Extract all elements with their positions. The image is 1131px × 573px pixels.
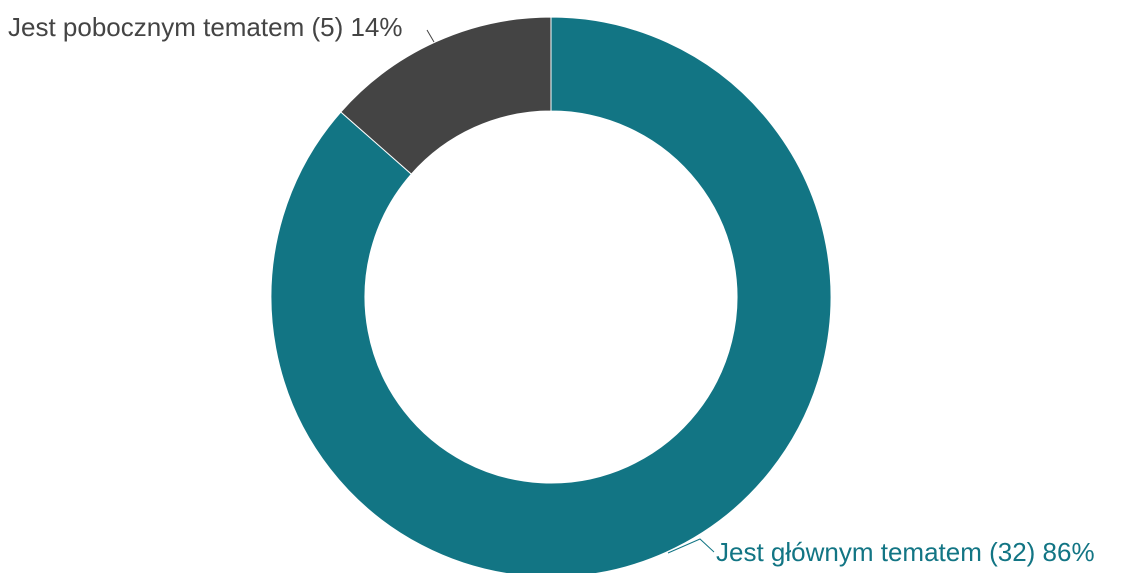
leader-line-main: [667, 538, 715, 554]
slice-label-main: Jest głównym tematem (32) 86%: [716, 537, 1095, 567]
chart-slices: [270, 16, 832, 573]
slice-label-side: Jest pobocznym tematem (5) 14%: [8, 12, 403, 42]
donut-slice-main: [270, 16, 832, 573]
leader-line-side: [426, 29, 435, 43]
donut-slice-side: [340, 16, 552, 175]
slice-labels: Jest głównym tematem (32) 86% Jest poboc…: [8, 12, 1095, 567]
label-leader-lines: [426, 29, 715, 554]
